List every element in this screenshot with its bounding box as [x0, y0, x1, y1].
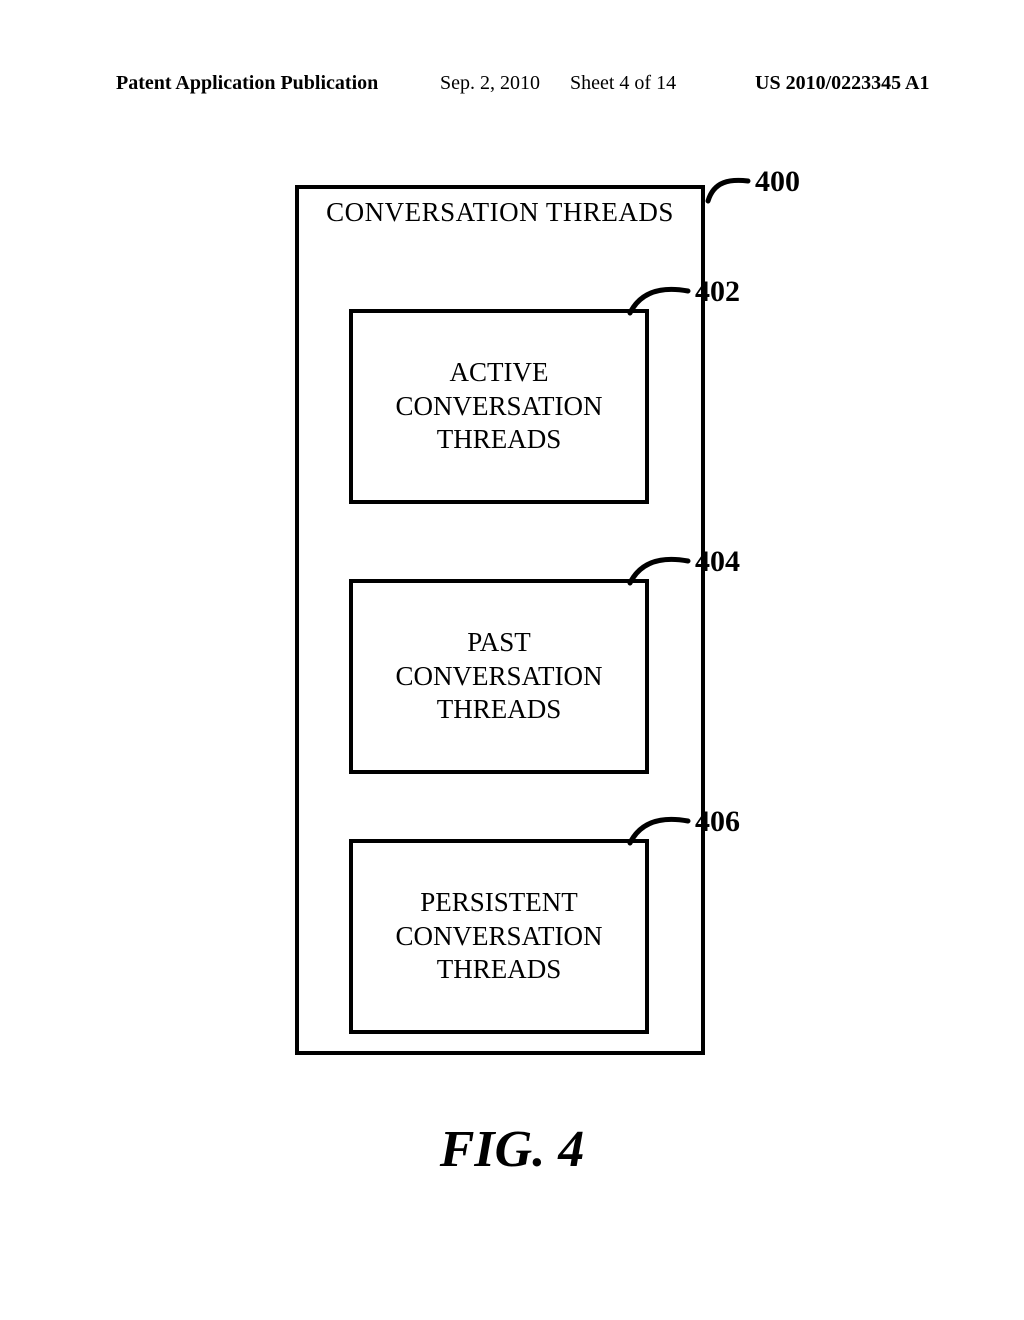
ref-label-404: 404 [695, 545, 740, 579]
box-line: CONVERSATION [395, 660, 602, 694]
leader-404 [618, 553, 698, 598]
box-line: PERSISTENT [395, 886, 602, 920]
header-publication-type: Patent Application Publication [116, 72, 378, 95]
box-line: THREADS [395, 423, 602, 457]
header-date: Sep. 2, 2010 [440, 72, 540, 95]
page: Patent Application Publication Sep. 2, 2… [0, 0, 1024, 1320]
outer-box-title: CONVERSATION THREADS [299, 197, 701, 228]
header-publication-number: US 2010/0223345 A1 [755, 72, 929, 95]
box-line: CONVERSATION [395, 920, 602, 954]
inner-box-past: PAST CONVERSATION THREADS [349, 579, 649, 774]
box-line: CONVERSATION [395, 390, 602, 424]
leader-406 [618, 813, 698, 858]
leader-400 [700, 173, 760, 218]
ref-label-402: 402 [695, 275, 740, 309]
leader-402 [618, 283, 698, 328]
inner-box-persistent: PERSISTENT CONVERSATION THREADS [349, 839, 649, 1034]
figure-caption: FIG. 4 [0, 1120, 1024, 1179]
box-line: PAST [395, 626, 602, 660]
inner-box-active: ACTIVE CONVERSATION THREADS [349, 309, 649, 504]
ref-label-406: 406 [695, 805, 740, 839]
box-line: ACTIVE [395, 356, 602, 390]
ref-label-400: 400 [755, 165, 800, 199]
box-line: THREADS [395, 693, 602, 727]
box-line: THREADS [395, 953, 602, 987]
header-sheet: Sheet 4 of 14 [570, 72, 676, 95]
